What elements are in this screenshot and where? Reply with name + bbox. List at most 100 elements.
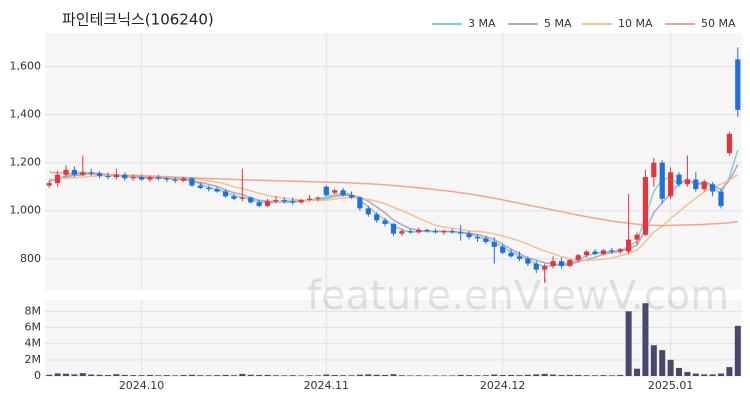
volume-bar	[222, 374, 229, 376]
volume-bar	[281, 375, 288, 376]
candle-body	[122, 174, 128, 179]
candle-body	[542, 265, 548, 270]
volume-bar	[138, 375, 145, 376]
candle-body	[46, 183, 52, 186]
volume-bar	[256, 375, 263, 376]
candle-body	[96, 173, 103, 176]
y-tick-label: 1,600	[10, 60, 42, 73]
volume-bar	[583, 375, 590, 376]
volume-bar	[650, 345, 657, 376]
volume-bar	[104, 375, 111, 376]
volume-bar	[449, 375, 456, 376]
y-tick-label: 4M	[25, 337, 42, 350]
candle-body	[206, 187, 212, 190]
volume-bar	[642, 303, 649, 376]
volume-bar	[247, 374, 254, 376]
y-tick-label: 1,400	[10, 108, 42, 121]
y-tick-label: 1,000	[10, 204, 42, 217]
volume-bar	[718, 373, 725, 376]
candle-body	[273, 199, 279, 202]
legend-label: 5 MA	[544, 17, 572, 30]
candle-body	[693, 179, 699, 190]
candle-body	[130, 177, 136, 179]
candle-body	[231, 196, 237, 199]
volume-bar	[608, 375, 615, 376]
volume-bar	[516, 375, 523, 376]
volume-bar	[96, 374, 103, 376]
candle-body	[164, 178, 170, 180]
x-tick-label: 2025.01	[648, 379, 694, 392]
volume-bar	[71, 374, 78, 376]
volume-bar	[592, 375, 599, 376]
legend-label: 50 MA	[701, 17, 736, 30]
volume-bar	[121, 374, 128, 376]
candle-body	[600, 250, 607, 254]
candle-body	[180, 178, 187, 181]
volume-bar	[541, 373, 548, 376]
candle-body	[340, 190, 346, 196]
candle-body	[298, 199, 304, 203]
volume-bar	[692, 373, 699, 376]
volume-bar	[130, 375, 137, 376]
x-tick-label: 2024.10	[119, 379, 165, 392]
volume-bar	[491, 374, 498, 376]
volume-bar	[373, 374, 380, 376]
legend-label: 3 MA	[468, 17, 496, 30]
volume-bar	[575, 374, 582, 376]
volume-bar	[625, 311, 632, 376]
candle-body	[416, 229, 422, 233]
candle-body	[357, 197, 363, 209]
candle-body	[458, 232, 464, 234]
candle-body	[558, 261, 565, 266]
candle-body	[533, 263, 539, 270]
candle-body	[172, 179, 178, 181]
candle-body	[710, 184, 716, 192]
volume-bar	[499, 375, 506, 376]
volume-bar	[382, 374, 389, 376]
volume-bar	[550, 374, 557, 376]
volume-bar	[407, 375, 414, 376]
volume-bar	[474, 375, 481, 376]
volume-bar	[508, 374, 515, 376]
candle-body	[197, 185, 203, 188]
candle-body	[214, 189, 220, 192]
candle-body	[332, 190, 338, 193]
volume-bar	[323, 374, 330, 376]
volume-bar	[146, 374, 153, 376]
candle-body	[567, 259, 573, 266]
volume-bar	[239, 373, 246, 376]
volume-bar	[533, 374, 540, 376]
volume-bar	[113, 374, 120, 376]
candle-body	[264, 201, 271, 206]
volume-bar	[701, 374, 708, 376]
volume-bar	[298, 375, 305, 376]
candle-body	[382, 220, 388, 224]
volume-bar	[558, 375, 565, 376]
candle-body	[290, 201, 296, 203]
candle-body	[659, 162, 665, 199]
x-tick-label: 2024.11	[304, 379, 350, 392]
volume-bar	[348, 375, 355, 376]
y-tick-label: 2M	[25, 353, 42, 366]
volume-bar	[398, 375, 405, 376]
ma-line	[49, 164, 739, 267]
volume-bar	[566, 374, 573, 376]
volume-bar	[466, 375, 473, 376]
candle-body	[54, 174, 61, 184]
volume-bar	[617, 375, 624, 376]
candle-body	[592, 251, 598, 254]
candle-body	[525, 258, 531, 264]
candle-body	[684, 179, 691, 185]
volume-bar	[432, 375, 439, 376]
candle-body	[105, 175, 111, 178]
volume-bar	[457, 374, 464, 376]
candle-body	[550, 261, 556, 266]
candle-body	[701, 181, 707, 190]
watermark: feature.enViewV.com	[307, 273, 729, 319]
volume-bar	[180, 375, 187, 376]
volume-bar	[46, 374, 53, 376]
candle-body	[113, 174, 119, 178]
volume-bar	[264, 374, 271, 376]
candle-body	[239, 197, 245, 199]
volume-bar	[306, 375, 313, 376]
